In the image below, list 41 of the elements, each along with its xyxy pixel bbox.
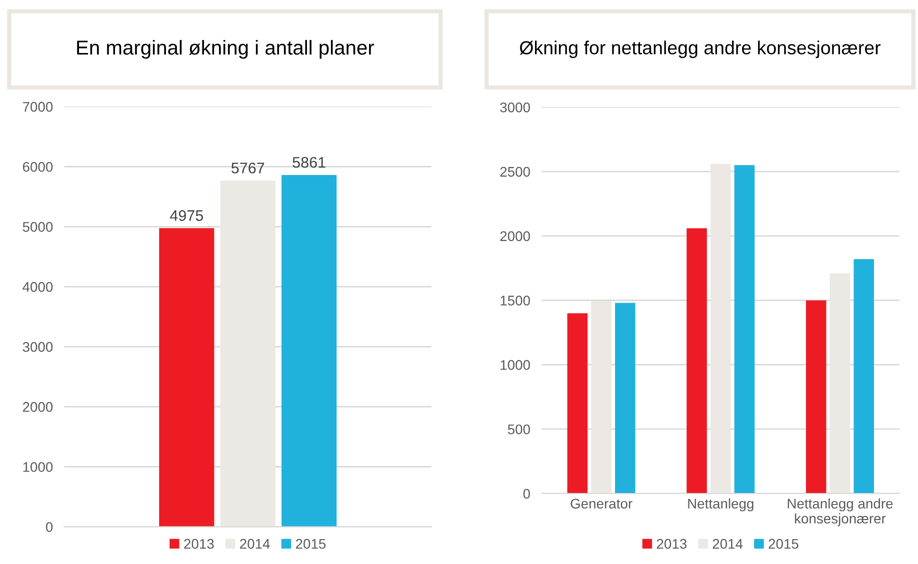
bar	[591, 300, 612, 494]
legend-label: 2013	[656, 538, 687, 549]
y-tick-label: 1000	[23, 462, 53, 472]
y-tick-label: 4000	[22, 282, 53, 292]
y-tick-label: 3000	[22, 342, 53, 352]
x-tick-label: Generator	[570, 498, 632, 509]
data-label: 5767	[231, 162, 264, 174]
y-tick-label: 2000	[500, 231, 530, 242]
y-tick-label: 0	[523, 488, 530, 499]
bar	[220, 180, 276, 527]
bar	[615, 302, 636, 494]
y-tick-label: 3000	[500, 102, 530, 112]
data-label: 5861	[292, 156, 326, 168]
data-label: 4975	[170, 210, 204, 221]
legend-label: 2015	[296, 538, 326, 549]
y-tick-label: 7000	[22, 102, 53, 112]
y-tick-label: 1500	[500, 296, 530, 306]
y-tick-label: 0	[46, 522, 53, 532]
bar	[282, 174, 337, 527]
legend-label: 2014	[712, 538, 743, 549]
chart-title: Økning for nettanlegg andre konsesjonærer	[520, 40, 881, 58]
bar	[710, 164, 731, 494]
bar	[567, 313, 588, 494]
y-tick-label: 5000	[22, 222, 53, 232]
legend-label: 2015	[768, 538, 798, 549]
x-tick-label: Nettanlegg	[688, 498, 754, 512]
bar	[830, 273, 850, 494]
legend-label: 2014	[240, 538, 270, 549]
bar	[159, 228, 214, 527]
y-tick-label: 6000	[22, 162, 53, 172]
y-tick-label: 1000	[500, 360, 530, 370]
bar	[734, 165, 755, 494]
y-tick-label: 500	[508, 424, 530, 434]
chart-title: En marginal økning i antall planer	[77, 40, 374, 59]
bar	[854, 259, 874, 494]
y-tick-label: 2500	[500, 166, 530, 177]
x-tick-label: Nettanlegg andre konsesjonærer	[788, 498, 893, 526]
y-tick-label: 2000	[22, 402, 53, 412]
bar	[806, 300, 826, 494]
legend-label: 2013	[184, 538, 214, 549]
bar	[686, 228, 707, 494]
